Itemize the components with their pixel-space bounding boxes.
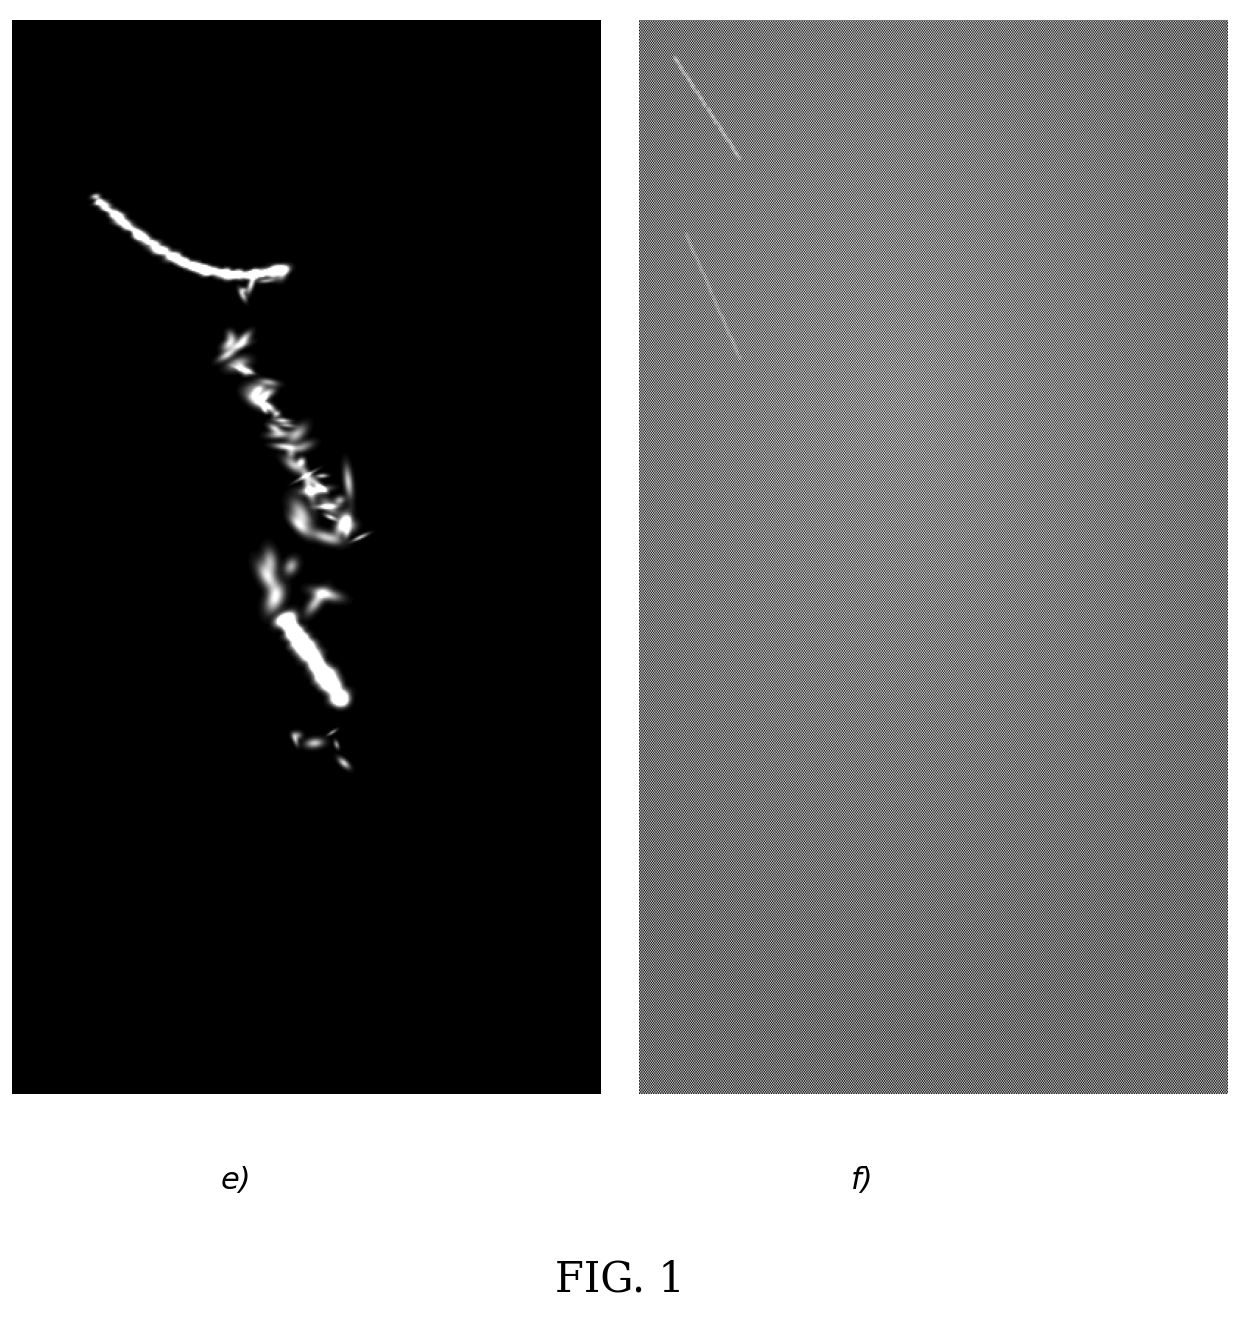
Text: f): f)	[851, 1166, 874, 1195]
Text: FIG. 1: FIG. 1	[556, 1259, 684, 1301]
Text: e): e)	[221, 1166, 252, 1195]
